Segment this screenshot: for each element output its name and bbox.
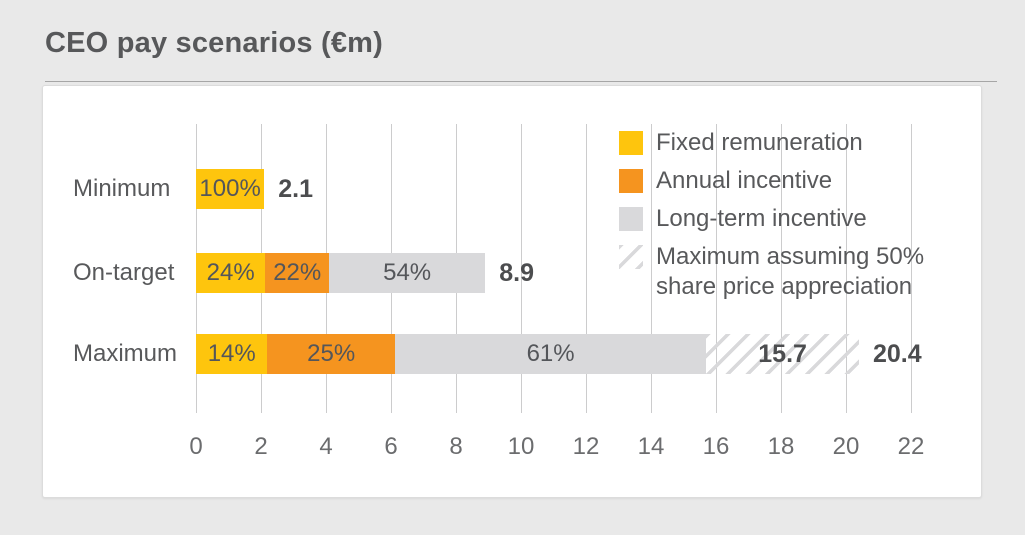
- axis-tick-label: 16: [702, 433, 730, 460]
- category-label: Maximum: [73, 340, 178, 367]
- axis-tick-label: 18: [767, 433, 795, 460]
- bar-segment-annual: 22%: [265, 253, 330, 293]
- title-rule-divider: [45, 81, 997, 82]
- bar-segment-annual: 25%: [267, 334, 395, 374]
- legend-swatch-solid-0-icon: [619, 131, 643, 155]
- category-label: Minimum: [73, 175, 171, 202]
- legend-swatch-hatched-3-icon: [619, 245, 643, 269]
- bar-segment-lti: 54%: [329, 253, 486, 293]
- axis-tick-label: 6: [384, 433, 398, 460]
- legend-item: Annual incentive: [619, 166, 832, 196]
- gridline: [846, 124, 847, 413]
- stacked-bar: 24% 22% 54%: [196, 253, 486, 293]
- bar-total-label: 2.1: [278, 175, 314, 203]
- legend-label: Fixed remuneration: [656, 129, 863, 156]
- axis-tick-label: 10: [507, 433, 535, 460]
- axis-tick-label: 20: [832, 433, 860, 460]
- legend-swatch-solid-2-icon: [619, 207, 643, 231]
- legend-item: Maximum assuming 50% share price appreci…: [619, 242, 956, 302]
- stacked-bar: 100%: [196, 169, 265, 209]
- gridline: [651, 124, 652, 413]
- hatched-extension-bar: [706, 334, 859, 374]
- chart-card: 0 2 4 6 8 10 12 14 16 18 20 22 Minimum 100% 2.1 On-targ…: [42, 85, 982, 498]
- gridline: [781, 124, 782, 413]
- axis-tick-label: 12: [572, 433, 600, 460]
- bar-segment-fixed: 14%: [196, 334, 268, 374]
- gridline: [716, 124, 717, 413]
- gridline: [911, 124, 912, 413]
- axis-tick-label: 8: [449, 433, 463, 460]
- extension-total-label: 20.4: [873, 340, 922, 368]
- legend-label: Annual incentive: [656, 167, 833, 194]
- legend-label: Long-term incentive: [656, 205, 867, 232]
- axis-tick-label: 0: [189, 433, 203, 460]
- legend-label: Maximum assuming 50% share price appreci…: [656, 243, 925, 300]
- bar-segment-lti: 61%: [394, 334, 707, 374]
- bar-segment-fixed: 100%: [196, 169, 265, 209]
- legend-item: Long-term incentive: [619, 204, 867, 234]
- bar-total-label: 15.7: [758, 340, 807, 368]
- gridline: [521, 124, 522, 413]
- category-label: On-target: [73, 259, 175, 286]
- bar-segment-fixed: 24%: [196, 253, 266, 293]
- legend-swatch-solid-1-icon: [619, 169, 643, 193]
- page-title: CEO pay scenarios (€m): [45, 27, 384, 59]
- legend-item: Fixed remuneration: [619, 128, 863, 158]
- bar-total-label: 8.9: [499, 259, 535, 287]
- gridline: [586, 124, 587, 413]
- axis-tick-label: 4: [319, 433, 333, 460]
- axis-tick-label: 2: [254, 433, 268, 460]
- stacked-bar: 14% 25% 61%: [196, 334, 707, 374]
- axis-tick-label: 14: [637, 433, 665, 460]
- plot-area: 0 2 4 6 8 10 12 14 16 18 20 22 Minimum 100% 2.1 On-targ…: [43, 86, 981, 497]
- axis-tick-label: 22: [897, 433, 925, 460]
